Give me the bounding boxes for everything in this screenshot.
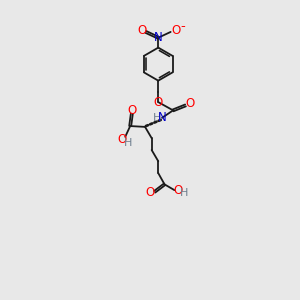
Text: O: O <box>173 184 183 197</box>
Text: O: O <box>146 186 155 199</box>
Text: H: H <box>180 188 188 198</box>
Text: H: H <box>152 113 161 123</box>
Text: O: O <box>185 97 194 110</box>
Text: N: N <box>158 111 167 124</box>
Text: O: O <box>117 133 126 146</box>
Text: O: O <box>127 103 136 116</box>
Text: O: O <box>137 24 146 37</box>
Text: N: N <box>154 31 163 44</box>
Text: O: O <box>154 96 163 109</box>
Text: -: - <box>181 20 185 33</box>
Text: H: H <box>124 138 133 148</box>
Text: O: O <box>171 24 180 37</box>
